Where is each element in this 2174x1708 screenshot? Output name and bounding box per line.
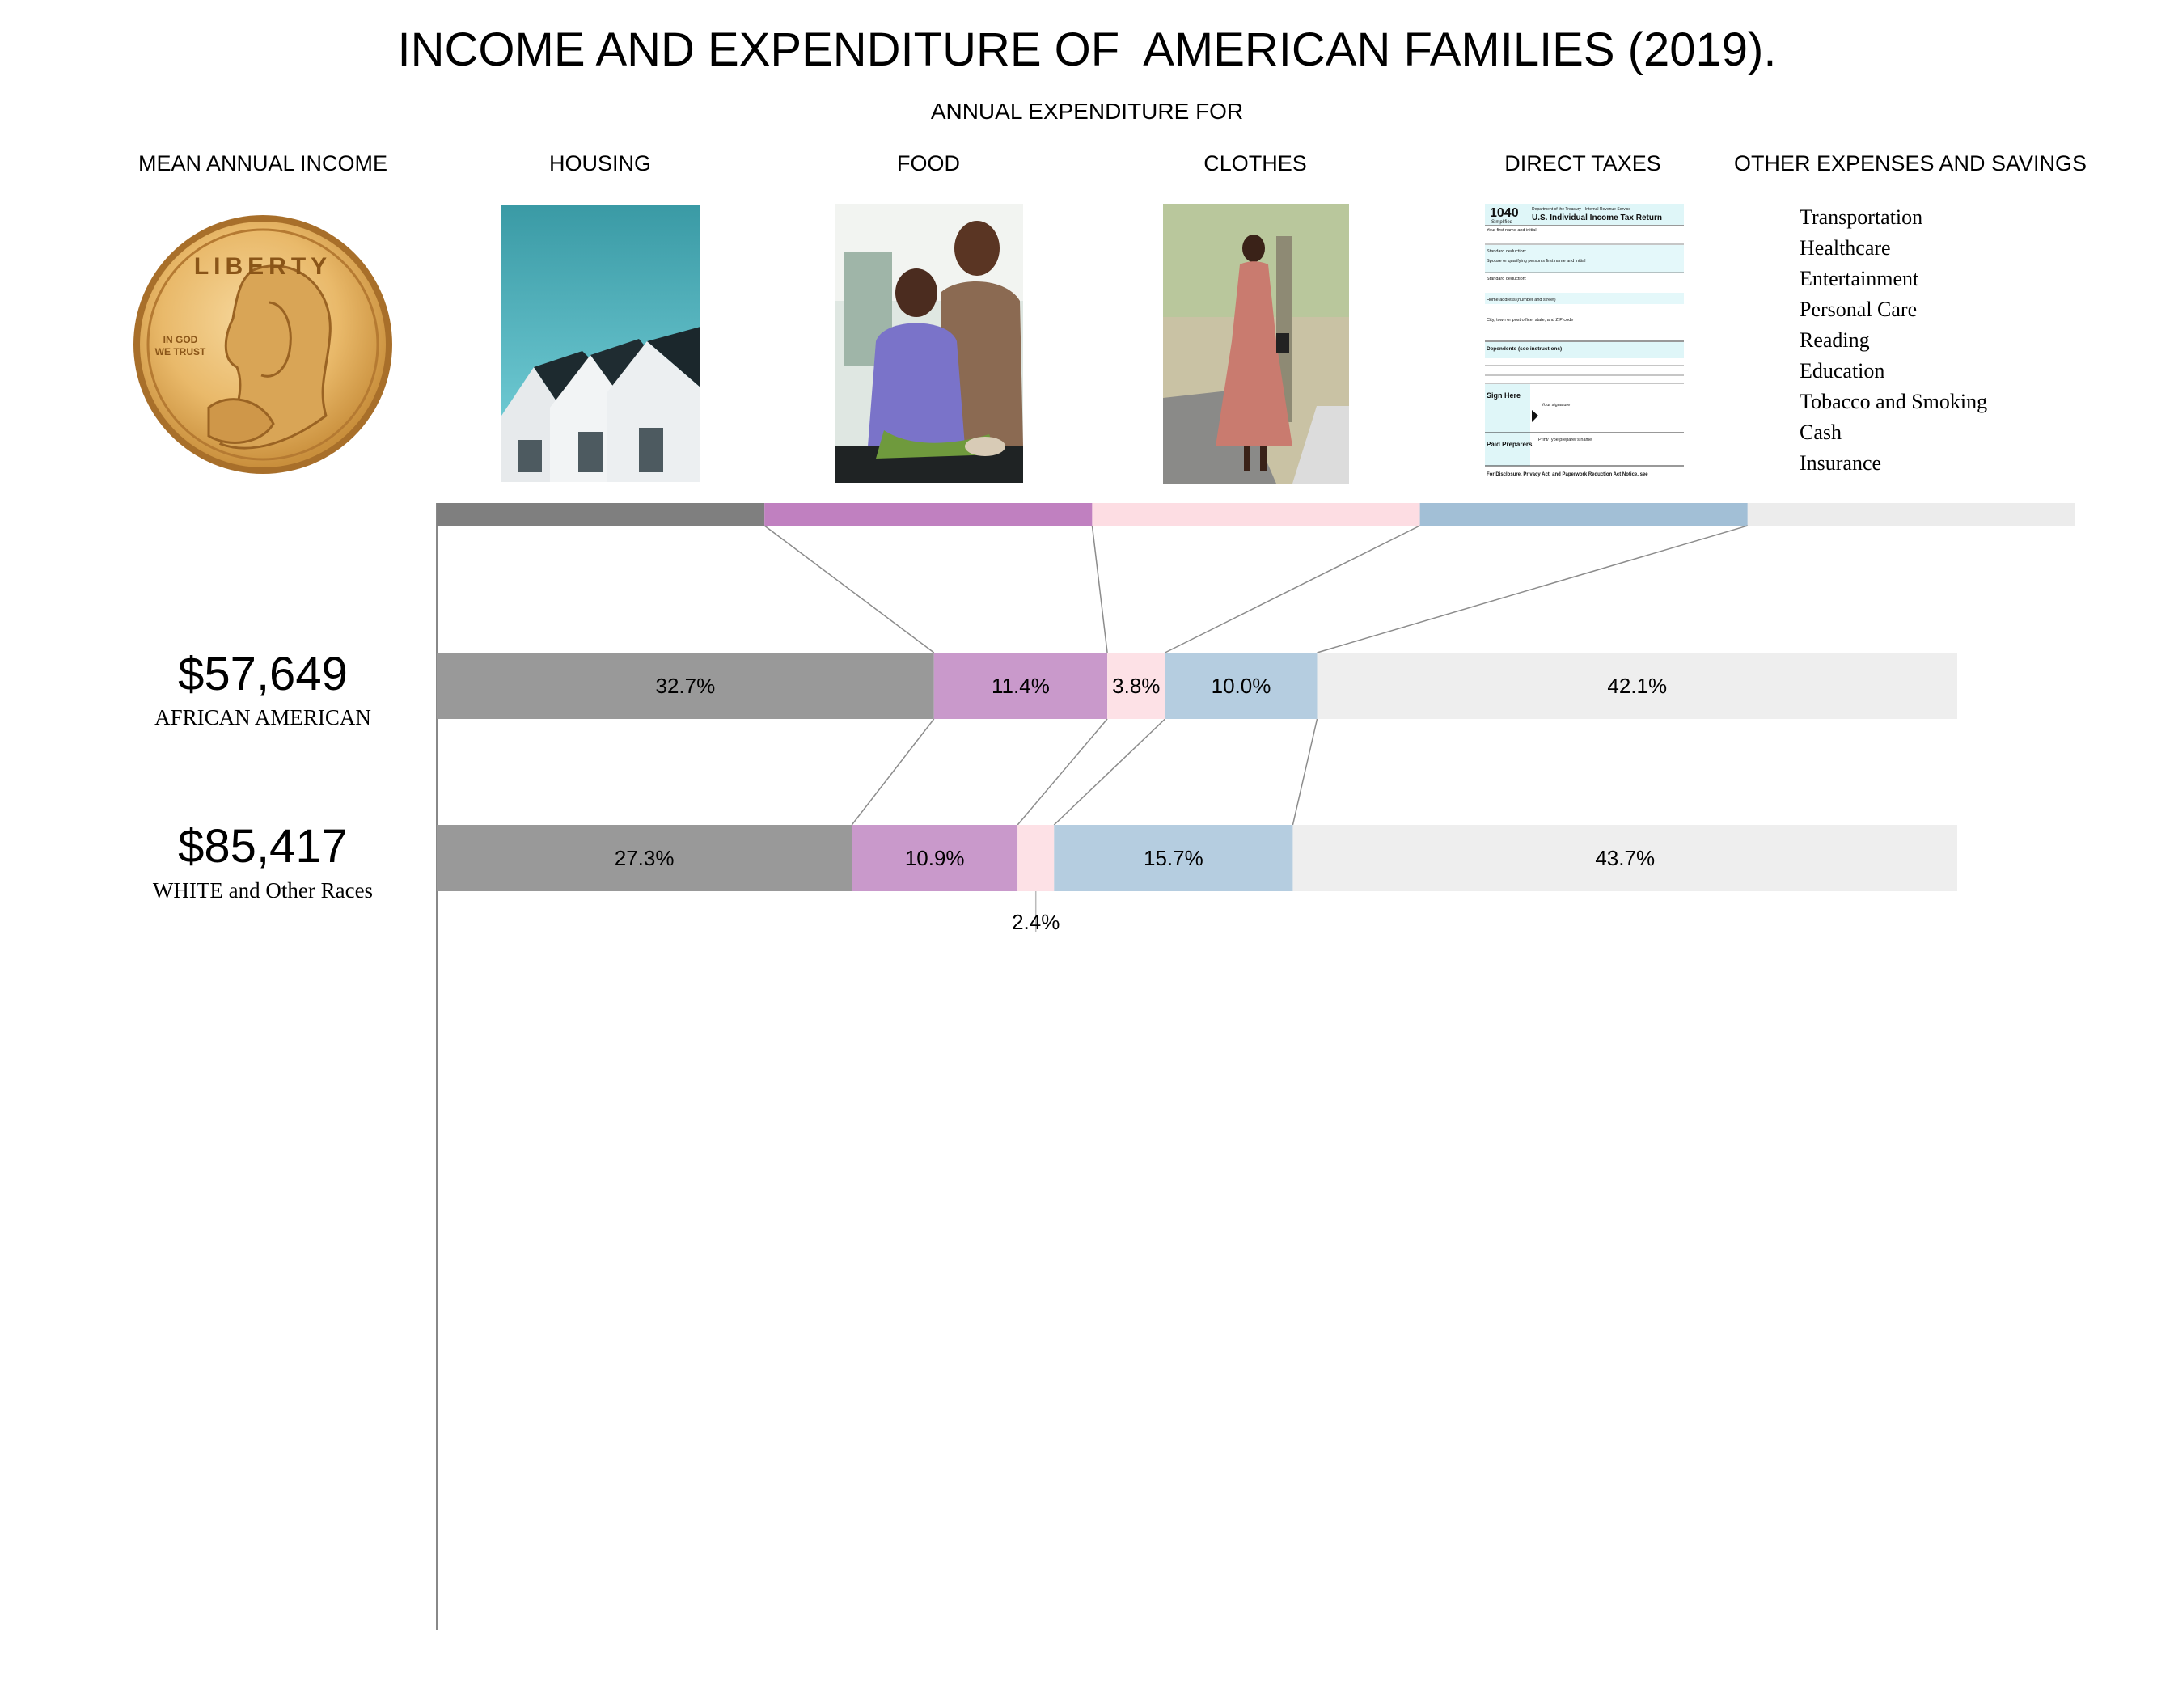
tax-form-line1: Your first name and initial bbox=[1487, 228, 1537, 233]
bar-segment bbox=[1054, 825, 1293, 891]
food-photo bbox=[835, 204, 1023, 483]
tax-form-dept: Department of the Treasury—Internal Reve… bbox=[1532, 207, 1630, 212]
housing-photo bbox=[501, 205, 700, 482]
list-item: Healthcare bbox=[1800, 236, 1891, 260]
gold-coin-image: LIBERTY IN GOD WE TRUST bbox=[133, 215, 392, 474]
coin-motto-line2: WE TRUST bbox=[155, 346, 206, 357]
column-header-taxes: DIRECT TAXES bbox=[1504, 151, 1661, 175]
group-label-row-2: WHITE and Other Races bbox=[152, 878, 374, 903]
tax-form-number: 1040 bbox=[1490, 206, 1519, 220]
tax-form-line8: Your signature bbox=[1542, 403, 1570, 408]
data-label: 11.4% bbox=[992, 674, 1050, 698]
tax-form-line3: Spouse or qualifying person's first name… bbox=[1487, 259, 1585, 264]
data-label: 43.7% bbox=[1595, 846, 1655, 870]
list-item: Entertainment bbox=[1800, 267, 1919, 290]
tax-form-line11: For Disclosure, Privacy Act, and Paperwo… bbox=[1487, 472, 1648, 477]
bar-segment bbox=[437, 653, 934, 719]
clothes-photo bbox=[1163, 204, 1349, 484]
connector-line bbox=[851, 718, 935, 826]
tax-form-line9: Paid Preparers bbox=[1487, 441, 1533, 448]
group-label-row-1: AFRICAN AMERICAN bbox=[154, 705, 371, 729]
header-segment-0 bbox=[437, 503, 765, 526]
coin-liberty-text: LIBERTY bbox=[194, 253, 332, 280]
connector-line bbox=[1317, 525, 1749, 653]
list-item: Cash bbox=[1800, 421, 1842, 444]
list-item: Transportation bbox=[1800, 205, 1923, 229]
coin-motto-line1: IN GOD bbox=[163, 334, 198, 345]
tax-form-line6: Dependents (see instructions) bbox=[1487, 346, 1562, 352]
column-header-housing: HOUSING bbox=[548, 151, 652, 175]
data-label: 2.4% bbox=[1012, 910, 1060, 934]
bar-segment bbox=[852, 825, 1018, 891]
tax-form-line5: City, town or post office, state, and ZI… bbox=[1487, 318, 1573, 323]
tax-form-sub: Simplified bbox=[1491, 220, 1512, 225]
column-header-clothes: CLOTHES bbox=[1203, 151, 1307, 175]
column-header-other: OTHER EXPENSES AND SAVINGS bbox=[1733, 151, 2087, 175]
data-label: 32.7% bbox=[656, 674, 716, 698]
connector-line bbox=[1053, 718, 1166, 826]
chart-subtitle: ANNUAL EXPENDITURE FOR bbox=[930, 99, 1244, 124]
list-item: Tobacco and Smoking bbox=[1800, 390, 1988, 413]
header-segment-1 bbox=[764, 503, 1093, 526]
data-label: 27.3% bbox=[615, 846, 675, 870]
data-label: 3.8% bbox=[1112, 674, 1160, 698]
tax-form-line10: Print/Type preparer's name bbox=[1538, 438, 1592, 442]
tax-form-image: 1040 Simplified Department of the Treasu… bbox=[1485, 204, 1684, 484]
tax-form-line7: Sign Here bbox=[1487, 391, 1521, 400]
data-label: 42.1% bbox=[1607, 674, 1667, 698]
connector-line bbox=[763, 525, 935, 653]
connector-line bbox=[1292, 718, 1318, 826]
bar-segment bbox=[1292, 825, 1957, 891]
list-item: Reading bbox=[1800, 328, 1870, 352]
tax-form-line2b: Standard deduction: bbox=[1487, 277, 1527, 281]
data-label: 10.9% bbox=[905, 846, 965, 870]
bar-segment bbox=[1317, 653, 1957, 719]
bar-segment bbox=[933, 653, 1108, 719]
list-item: Education bbox=[1800, 359, 1885, 383]
list-item: Personal Care bbox=[1800, 298, 1918, 321]
header-segment-2 bbox=[1092, 503, 1420, 526]
connector-line bbox=[1165, 525, 1420, 653]
other-expenses-list: Transportation Healthcare Entertainment … bbox=[1800, 202, 1987, 479]
tax-form-line4: Home address (number and street) bbox=[1487, 298, 1556, 302]
income-value-row-2: $85,417 bbox=[178, 820, 348, 873]
bar-segment bbox=[437, 825, 852, 891]
tax-form-line2: Standard deduction: bbox=[1487, 249, 1527, 254]
tax-form-heading: U.S. Individual Income Tax Return bbox=[1532, 214, 1662, 222]
bar-segment bbox=[1017, 825, 1055, 891]
data-label: 15.7% bbox=[1144, 846, 1203, 870]
data-label: 10.0% bbox=[1212, 674, 1271, 698]
income-value-row-1: $57,649 bbox=[178, 648, 348, 700]
header-segment-4 bbox=[1747, 503, 2075, 526]
connector-line bbox=[1091, 525, 1108, 653]
list-item: Insurance bbox=[1800, 451, 1882, 475]
bar-segment bbox=[1107, 653, 1165, 719]
chart-title: INCOME AND EXPENDITURE OF AMERICAN FAMIL… bbox=[397, 23, 1777, 76]
connector-line bbox=[1017, 718, 1108, 826]
column-header-income: MEAN ANNUAL INCOME bbox=[137, 151, 388, 175]
column-header-food: FOOD bbox=[897, 151, 960, 175]
bar-segment bbox=[1165, 653, 1318, 719]
header-segment-3 bbox=[1419, 503, 1748, 526]
